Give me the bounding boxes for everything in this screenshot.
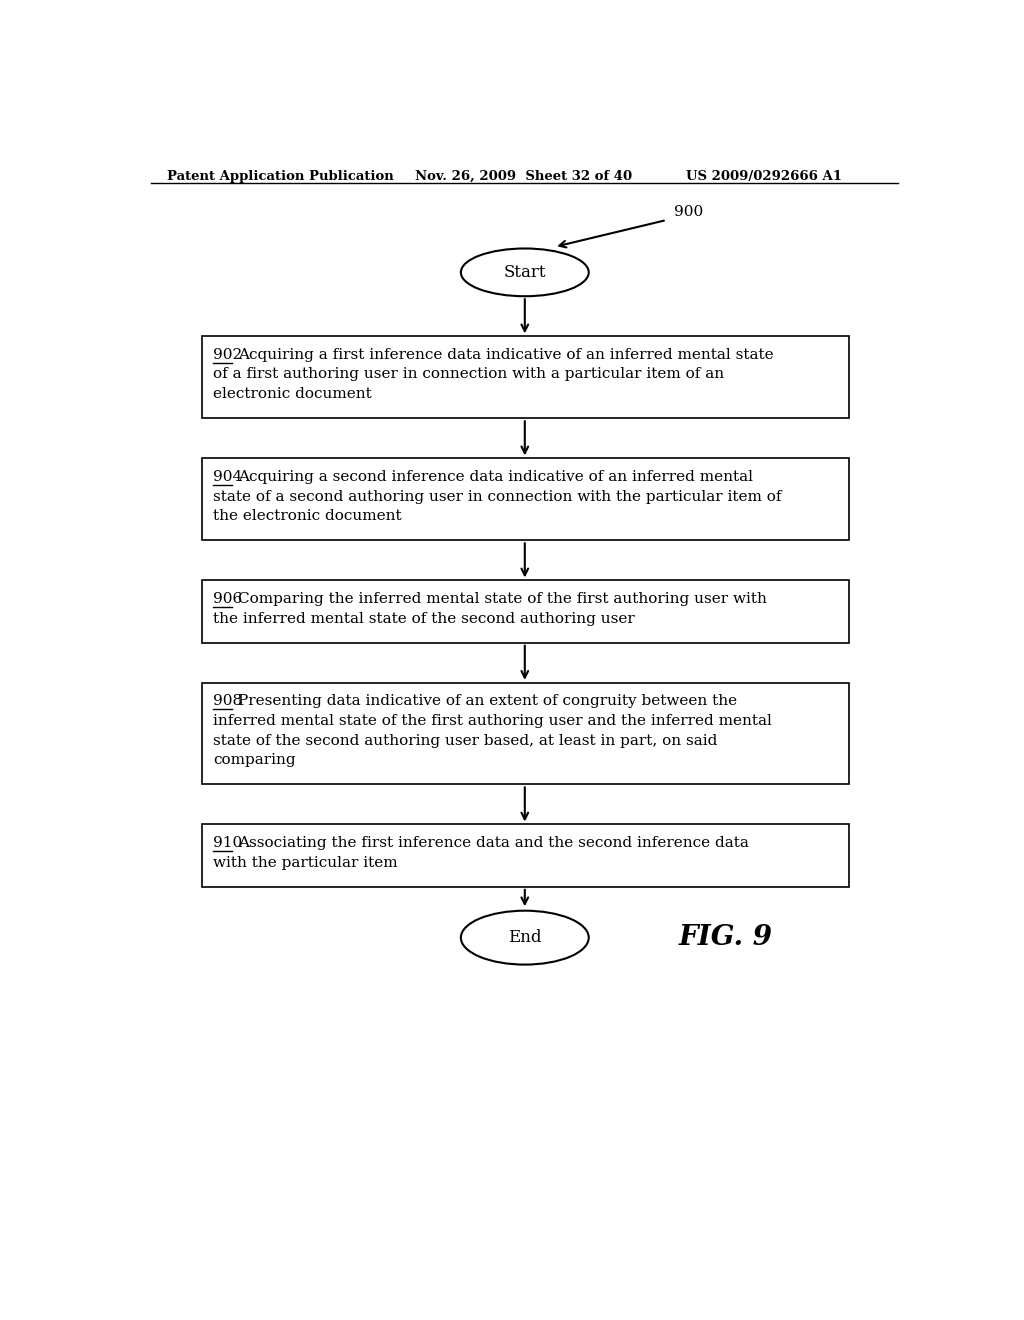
FancyBboxPatch shape xyxy=(202,825,849,887)
Text: Acquiring a second inference data indicative of an inferred mental: Acquiring a second inference data indica… xyxy=(238,470,753,484)
Text: FIG. 9: FIG. 9 xyxy=(678,924,772,952)
Text: with the particular item: with the particular item xyxy=(213,855,398,870)
Ellipse shape xyxy=(461,248,589,296)
FancyBboxPatch shape xyxy=(202,682,849,784)
Text: the electronic document: the electronic document xyxy=(213,510,401,523)
Text: the inferred mental state of the second authoring user: the inferred mental state of the second … xyxy=(213,611,635,626)
Text: 902: 902 xyxy=(213,348,243,362)
Text: Nov. 26, 2009  Sheet 32 of 40: Nov. 26, 2009 Sheet 32 of 40 xyxy=(415,170,632,183)
Text: of a first authoring user in connection with a particular item of an: of a first authoring user in connection … xyxy=(213,367,724,381)
Text: 910: 910 xyxy=(213,836,243,850)
Ellipse shape xyxy=(461,911,589,965)
FancyBboxPatch shape xyxy=(202,581,849,643)
Text: Patent Application Publication: Patent Application Publication xyxy=(167,170,393,183)
Text: state of a second authoring user in connection with the particular item of: state of a second authoring user in conn… xyxy=(213,490,781,503)
Text: 908: 908 xyxy=(213,694,243,709)
Text: Acquiring a first inference data indicative of an inferred mental state: Acquiring a first inference data indicat… xyxy=(238,348,773,362)
Text: 906: 906 xyxy=(213,591,243,606)
Text: electronic document: electronic document xyxy=(213,387,372,401)
Text: Associating the first inference data and the second inference data: Associating the first inference data and… xyxy=(238,836,749,850)
Text: comparing: comparing xyxy=(213,754,296,767)
Text: End: End xyxy=(508,929,542,946)
Text: state of the second authoring user based, at least in part, on said: state of the second authoring user based… xyxy=(213,734,718,747)
FancyBboxPatch shape xyxy=(202,458,849,540)
Text: Comparing the inferred mental state of the first authoring user with: Comparing the inferred mental state of t… xyxy=(238,591,767,606)
Text: US 2009/0292666 A1: US 2009/0292666 A1 xyxy=(686,170,842,183)
Text: 900: 900 xyxy=(675,206,703,219)
Text: Start: Start xyxy=(504,264,546,281)
Text: inferred mental state of the first authoring user and the inferred mental: inferred mental state of the first autho… xyxy=(213,714,772,727)
FancyBboxPatch shape xyxy=(202,337,849,418)
Text: 904: 904 xyxy=(213,470,243,484)
Text: Presenting data indicative of an extent of congruity between the: Presenting data indicative of an extent … xyxy=(238,694,737,709)
